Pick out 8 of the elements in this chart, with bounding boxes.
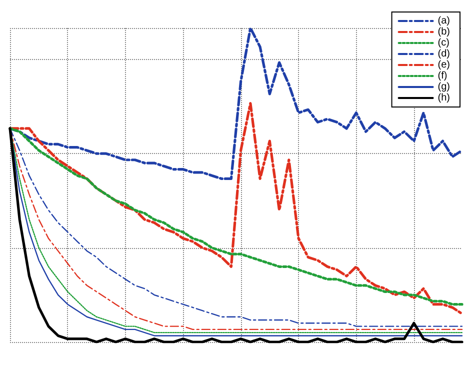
- legend-label: (h): [438, 92, 450, 104]
- legend-label: (c): [438, 38, 450, 48]
- legend-label: (e): [438, 60, 450, 70]
- legend-label: (g): [438, 82, 450, 92]
- legend-label: (f): [438, 70, 448, 82]
- legend-label: (b): [438, 26, 450, 38]
- legend-label: (d): [438, 48, 450, 60]
- legend-label: (a): [438, 16, 450, 26]
